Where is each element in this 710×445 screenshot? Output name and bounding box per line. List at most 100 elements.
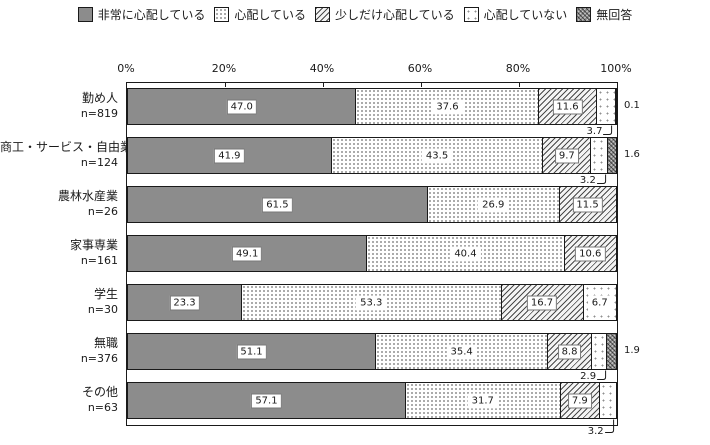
bar-segment [614,89,616,124]
bar-segment [590,138,607,173]
bar-row: 23.3 53.3 16.7 6.7 [127,284,617,321]
legend-swatch-dark-crosshatch [576,7,592,22]
category-name: その他 [81,384,118,399]
axis-tick-mark [323,83,324,87]
value-label: 10.6 [575,246,606,261]
bar-segment: 53.3 [241,285,501,320]
bar-segment [595,89,615,124]
bar-segment: 51.1 [128,334,376,369]
legend-swatch-sparse-dots [463,7,479,22]
legend-label: 心配している [234,8,306,22]
bar-segment: 6.7 [582,285,616,320]
axis-tick-label: 0% [117,62,135,75]
legend-item: 非常に心配している [77,6,206,23]
value-label: 31.7 [467,393,498,408]
bar-segment: 11.5 [558,187,616,222]
bar-segment: 49.1 [128,236,367,271]
value-label: 7.9 [567,393,592,408]
bar-row: 57.1 31.7 7.9 [127,382,617,419]
value-label: 40.4 [450,246,481,261]
category-name: 学生 [93,286,118,301]
bar-row: 61.5 26.9 11.5 [127,186,617,223]
bar-segment [590,334,606,369]
bar-segment: 40.4 [366,236,564,271]
legend-swatch-solid-gray [77,7,93,22]
value-label: 53.3 [356,295,387,310]
axis-tick-label: 80% [505,62,531,75]
value-label: 26.9 [478,197,509,212]
category-label: 学生 n=30 [0,287,118,317]
legend-item: 心配している [214,6,306,23]
legend-item: 少しだけ心配している [314,6,455,23]
category-n-count: n=63 [87,400,118,414]
bar-segment: 11.6 [538,89,596,124]
value-label: 23.3 [169,295,200,310]
axis-tick-label: 20% [211,62,237,75]
category-label: 商工・サービス・自由業 n=124 [0,140,132,170]
value-label: 37.6 [432,99,463,114]
axis-tick-label: 60% [407,62,433,75]
below-label-text: 3.7 [586,126,603,137]
category-label: 農林水産業 n=26 [0,189,118,219]
value-label: 16.7 [526,295,558,310]
category-label: 無職 n=376 [0,336,118,366]
category-name: 家事専業 [69,237,118,252]
leader-line [603,125,613,135]
bar-segment: 35.4 [375,334,548,369]
category-name: 農林水産業 [57,188,118,203]
bar-segment: 7.9 [559,383,599,418]
legend-swatch-diagonal-hatch [314,7,330,22]
outside-below-value-label: 3.7 [587,125,616,137]
axis-tick-label: 100% [600,62,632,75]
leader-line [596,174,606,184]
outside-right-value-label: 1.9 [624,344,640,356]
outside-right-value-label: 1.6 [624,148,640,160]
value-label: 57.1 [251,393,282,408]
outside-below-value-label: 2.9 [580,370,609,382]
bar-row: 47.0 37.6 11.6 [127,88,617,125]
leader-line [597,370,607,380]
category-n-count: n=161 [80,253,118,267]
leader-line [604,419,614,433]
value-label: 11.6 [552,99,583,114]
axis-tick-mark [225,83,226,87]
category-n-count: n=124 [80,155,118,169]
value-label: 47.0 [226,99,257,114]
legend-label: 少しだけ心配している [334,8,455,22]
value-label: 35.4 [446,344,477,359]
plot-frame: 47.0 37.6 11.6 41.9 43.5 9.7 61.5 26.9 11.5 49.1 4… [126,82,618,426]
outside-below-value-label: 3.2 [580,174,609,186]
bar-segment: 31.7 [404,383,560,418]
value-label: 11.5 [572,197,603,212]
category-n-count: n=376 [80,351,118,365]
bar-segment: 43.5 [330,138,543,173]
bar-row: 49.1 40.4 10.6 [127,235,617,272]
legend-item: 心配していない [463,6,568,23]
category-label: その他 n=63 [0,385,118,415]
bar-row: 41.9 43.5 9.7 [127,137,617,174]
value-label: 41.9 [214,148,245,163]
legend-swatch-fine-dots [214,7,230,22]
value-label: 51.1 [236,344,267,359]
bar-segment: 57.1 [128,383,405,418]
chart-legend: 非常に心配している 心配している 少しだけ心配している 心配していない 無回答 [0,6,710,23]
value-label: 9.7 [554,148,579,163]
legend-item: 無回答 [576,6,632,23]
value-label: 61.5 [262,197,293,212]
value-label: 6.7 [587,295,612,310]
legend-label: 心配していない [483,8,568,22]
bar-segment [598,383,616,418]
value-label: 49.1 [232,246,263,261]
bar-segment: 10.6 [563,236,616,271]
bar-row: 51.1 35.4 8.8 [127,333,617,370]
bar-segment [605,334,616,369]
category-n-count: n=30 [87,302,118,316]
bar-segment: 41.9 [128,138,331,173]
category-n-count: n=819 [80,106,118,120]
legend-label: 非常に心配している [97,8,206,22]
category-label: 勤め人 n=819 [0,91,118,121]
bar-segment: 47.0 [128,89,356,124]
category-label: 家事専業 n=161 [0,238,118,268]
bar-segment: 26.9 [426,187,559,222]
bar-segment: 61.5 [128,187,427,222]
